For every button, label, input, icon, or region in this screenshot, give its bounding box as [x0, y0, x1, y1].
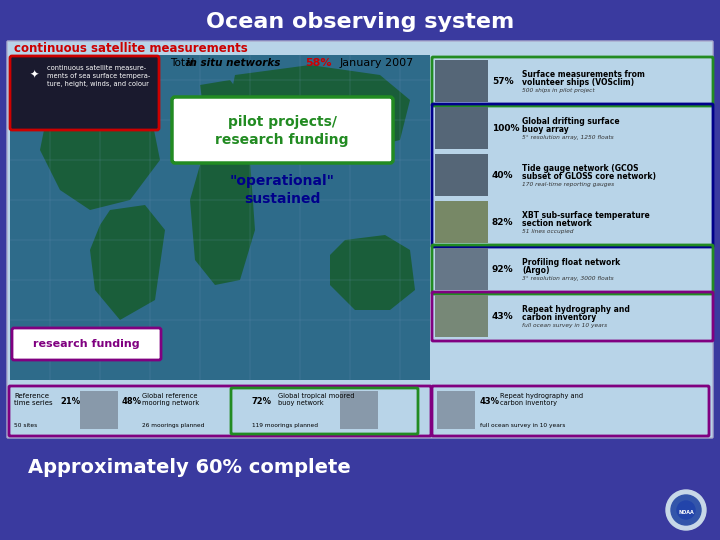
Circle shape: [671, 495, 701, 525]
Polygon shape: [40, 90, 160, 210]
FancyBboxPatch shape: [172, 97, 393, 163]
Bar: [437, 391, 475, 429]
Text: (Argo): (Argo): [522, 266, 549, 275]
Bar: [435, 60, 488, 102]
FancyBboxPatch shape: [12, 328, 161, 360]
Text: Approximately 60% complete: Approximately 60% complete: [28, 458, 351, 477]
Bar: [435, 154, 488, 196]
FancyBboxPatch shape: [10, 56, 159, 130]
FancyBboxPatch shape: [7, 41, 713, 438]
Bar: [435, 295, 488, 337]
Bar: [340, 391, 378, 429]
Text: ✦: ✦: [30, 70, 40, 80]
Text: 21%: 21%: [60, 397, 80, 406]
Text: 58%: 58%: [305, 58, 331, 68]
Text: continuous satellite measurements: continuous satellite measurements: [14, 42, 248, 55]
Text: 82%: 82%: [492, 218, 513, 227]
Text: Ocean observing system: Ocean observing system: [206, 12, 514, 32]
Bar: [435, 201, 488, 243]
Text: 100%: 100%: [492, 124, 520, 133]
Text: Global reference
mooring network: Global reference mooring network: [142, 393, 199, 406]
Text: Global drifting surface: Global drifting surface: [522, 117, 620, 126]
Text: 43%: 43%: [480, 397, 500, 406]
Polygon shape: [200, 80, 245, 150]
Text: research funding: research funding: [32, 339, 139, 349]
Text: full ocean survey in 10 years: full ocean survey in 10 years: [480, 423, 565, 428]
Text: XBT sub-surface temperature: XBT sub-surface temperature: [522, 211, 649, 220]
Bar: [80, 391, 118, 429]
Text: 119 moorings planned: 119 moorings planned: [252, 423, 318, 428]
Bar: [435, 107, 488, 149]
Text: full ocean survey in 10 years: full ocean survey in 10 years: [522, 323, 607, 328]
Text: Reference
time series: Reference time series: [14, 393, 53, 406]
Text: carbon inventory: carbon inventory: [522, 313, 596, 322]
Text: 3° resolution array, 3000 floats: 3° resolution array, 3000 floats: [522, 276, 613, 281]
Text: in situ networks: in situ networks: [186, 58, 280, 68]
Text: Repeat hydrography and
carbon inventory: Repeat hydrography and carbon inventory: [500, 393, 583, 406]
Text: 51 lines occupied: 51 lines occupied: [522, 229, 574, 234]
Text: 500 ships in pilot project: 500 ships in pilot project: [522, 88, 595, 93]
Text: 72%: 72%: [252, 397, 272, 406]
Text: Repeat hydrography and: Repeat hydrography and: [522, 305, 630, 314]
Polygon shape: [90, 205, 165, 320]
Text: "operational"
sustained: "operational" sustained: [230, 174, 335, 206]
Polygon shape: [190, 145, 255, 285]
Text: 57%: 57%: [492, 77, 513, 86]
Text: Profiling float network: Profiling float network: [522, 258, 620, 267]
Text: 40%: 40%: [492, 171, 513, 180]
Text: subset of GLOSS core network): subset of GLOSS core network): [522, 172, 656, 181]
Text: 92%: 92%: [492, 265, 513, 274]
Text: buoy array: buoy array: [522, 125, 569, 134]
Bar: [435, 248, 488, 290]
Text: Tide gauge network (GCOS: Tide gauge network (GCOS: [522, 164, 639, 173]
Text: NOAA: NOAA: [678, 510, 694, 516]
Text: volunteer ships (VOSclim): volunteer ships (VOSclim): [522, 78, 634, 87]
Text: 43%: 43%: [492, 312, 513, 321]
Text: Global tropical moored
buoy network: Global tropical moored buoy network: [278, 393, 354, 406]
Text: 5° resolution array, 1250 floats: 5° resolution array, 1250 floats: [522, 135, 613, 140]
Text: pilot projects/
research funding: pilot projects/ research funding: [215, 116, 348, 147]
Polygon shape: [330, 235, 415, 310]
Bar: [10, 55, 430, 380]
Circle shape: [666, 490, 706, 530]
Text: continuous satellite measure-
ments of sea surface tempera-
ture, height, winds,: continuous satellite measure- ments of s…: [47, 65, 150, 87]
Text: 50 sites: 50 sites: [14, 423, 37, 428]
Text: section network: section network: [522, 219, 592, 228]
Text: 26 moorings planned: 26 moorings planned: [142, 423, 204, 428]
Polygon shape: [232, 65, 410, 150]
Circle shape: [677, 501, 695, 519]
Text: 48%: 48%: [122, 397, 142, 406]
Text: 170 real-time reporting gauges: 170 real-time reporting gauges: [522, 182, 614, 187]
Text: January 2007: January 2007: [340, 58, 414, 68]
Text: Total: Total: [170, 58, 197, 68]
Text: Surface measurements from: Surface measurements from: [522, 70, 645, 79]
